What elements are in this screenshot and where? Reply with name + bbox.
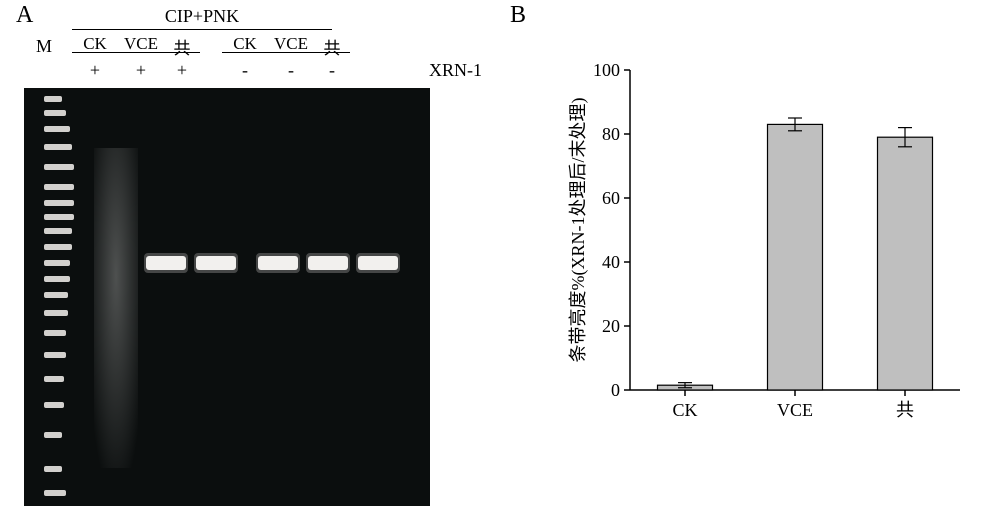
svg-text:VCE: VCE: [777, 400, 813, 420]
gel-pm-row-left: + + +: [72, 60, 200, 81]
svg-text:100: 100: [593, 60, 620, 80]
gel-xrn-label: XRN-1: [429, 60, 482, 81]
gel-pm: +: [118, 60, 164, 81]
gel-pm: -: [314, 60, 350, 81]
gel-header-cip: CIP+PNK: [72, 6, 332, 30]
panel-b-label: B: [510, 2, 526, 29]
gel-image: [24, 88, 430, 506]
svg-text:共: 共: [896, 400, 914, 420]
gel-pm: +: [72, 60, 118, 81]
bar-chart-svg: 0 20 40 60 80 100条带亮度%(XRN-1处理后/末处理) CK VCE 共: [560, 60, 980, 460]
panel-b-chart: 0 20 40 60 80 100条带亮度%(XRN-1处理后/末处理) CK VCE 共: [560, 60, 980, 460]
panel-a: CIP+PNK M CK VCE 共 CK VCE 共 + + + - - - …: [12, 6, 482, 96]
gel-pm-row-right: - - -: [222, 60, 350, 81]
svg-text:20: 20: [602, 316, 620, 336]
svg-text:0: 0: [611, 380, 620, 400]
gel-header: CIP+PNK M CK VCE 共 CK VCE 共 + + + - - - …: [12, 6, 482, 96]
gel-header-m: M: [36, 36, 52, 57]
svg-text:60: 60: [602, 188, 620, 208]
svg-text:CK: CK: [672, 400, 697, 420]
gel-pm: +: [164, 60, 200, 81]
gel-pm: -: [268, 60, 314, 81]
svg-text:80: 80: [602, 124, 620, 144]
svg-text:40: 40: [602, 252, 620, 272]
gel-pm: -: [222, 60, 268, 81]
svg-text:条带亮度%(XRN-1处理后/末处理): 条带亮度%(XRN-1处理后/末处理): [568, 98, 589, 363]
